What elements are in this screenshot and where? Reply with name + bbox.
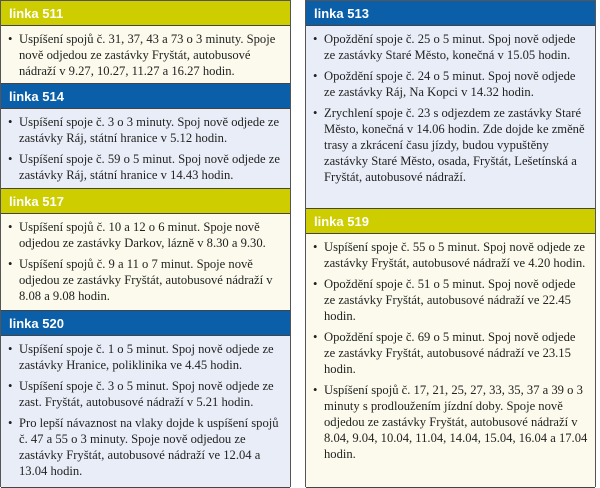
change-item: Uspíšení spoje č. 55 o 5 minut. Spoj nov…: [313, 239, 589, 271]
change-list: Uspíšení spoje č. 55 o 5 minut. Spoj nov…: [313, 239, 589, 462]
route-title: linka 517: [1, 189, 290, 214]
change-item: Uspíšení spoje č. 3 o 3 minuty. Spoj nov…: [8, 114, 284, 146]
route-title: linka 514: [1, 84, 290, 109]
change-item: Opoždění spoje č. 25 o 5 minut. Spoj nov…: [313, 31, 589, 63]
route-section: linka 517 Uspíšení spojů č. 10 a 12 o 6 m…: [1, 189, 290, 311]
route-title: linka 519: [306, 209, 595, 234]
change-item: Uspíšení spojů č. 10 a 12 o 6 minut. Spo…: [8, 219, 284, 251]
route-section: linka 519 Uspíšení spoje č. 55 o 5 minut.…: [306, 209, 595, 488]
change-item: Uspíšení spojů č. 31, 37, 43 a 73 o 3 mi…: [8, 31, 284, 79]
route-title: linka 511: [1, 1, 290, 26]
route-title: linka 520: [1, 311, 290, 336]
route-changes: Opoždění spoje č. 25 o 5 minut. Spoj nov…: [306, 26, 595, 209]
change-list: Opoždění spoje č. 25 o 5 minut. Spoj nov…: [313, 31, 589, 185]
change-list: Uspíšení spojů č. 10 a 12 o 6 minut. Spo…: [8, 219, 284, 304]
change-item: Opoždění spoje č. 24 o 5 minut. Spoj nov…: [313, 68, 589, 100]
change-item: Uspíšení spoje č. 59 o 5 minut. Spoj nov…: [8, 151, 284, 183]
change-item: Uspíšení spojů č. 17, 21, 25, 27, 33, 35…: [313, 382, 589, 462]
route-changes: Uspíšení spoje č. 55 o 5 minut. Spoj nov…: [306, 234, 595, 488]
change-item: Pro lepší návaznost na vlaky dojde k usp…: [8, 415, 284, 479]
route-section: linka 513 Opoždění spoje č. 25 o 5 minut.…: [306, 1, 595, 209]
change-list: Uspíšení spojů č. 31, 37, 43 a 73 o 3 mi…: [8, 31, 284, 79]
route-changes: Uspíšení spojů č. 10 a 12 o 6 minut. Spo…: [1, 214, 290, 311]
right-column: linka 513 Opoždění spoje č. 25 o 5 minut.…: [305, 0, 596, 488]
change-item: Opoždění spoje č. 51 o 5 minut. Spoj nov…: [313, 276, 589, 324]
change-list: Uspíšení spoje č. 3 o 3 minuty. Spoj nov…: [8, 114, 284, 183]
route-changes: Uspíšení spojů č. 31, 37, 43 a 73 o 3 mi…: [1, 26, 290, 84]
change-item: Opoždění spoje č. 69 o 5 minut. Spoj nov…: [313, 329, 589, 377]
route-section: linka 511 Uspíšení spojů č. 31, 37, 43 a …: [1, 1, 290, 84]
route-section: linka 520 Uspíšení spoje č. 1 o 5 minut. …: [1, 311, 290, 488]
route-title: linka 513: [306, 1, 595, 26]
left-column: linka 511 Uspíšení spojů č. 31, 37, 43 a …: [0, 0, 291, 488]
route-section: linka 514 Uspíšení spoje č. 3 o 3 minuty.…: [1, 84, 290, 189]
change-list: Uspíšení spoje č. 1 o 5 minut. Spoj nově…: [8, 341, 284, 479]
change-item: Uspíšení spojů č. 9 a 11 o 7 minut. Spoj…: [8, 256, 284, 304]
route-changes: Uspíšení spoje č. 1 o 5 minut. Spoj nově…: [1, 336, 290, 488]
change-item: Uspíšení spoje č. 1 o 5 minut. Spoj nově…: [8, 341, 284, 373]
route-changes: Uspíšení spoje č. 3 o 3 minuty. Spoj nov…: [1, 109, 290, 189]
change-item: Uspíšení spoje č. 3 o 5 minut. Spoj nově…: [8, 378, 284, 410]
change-item: Zrychlení spoje č. 23 s odjezdem ze zast…: [313, 105, 589, 185]
